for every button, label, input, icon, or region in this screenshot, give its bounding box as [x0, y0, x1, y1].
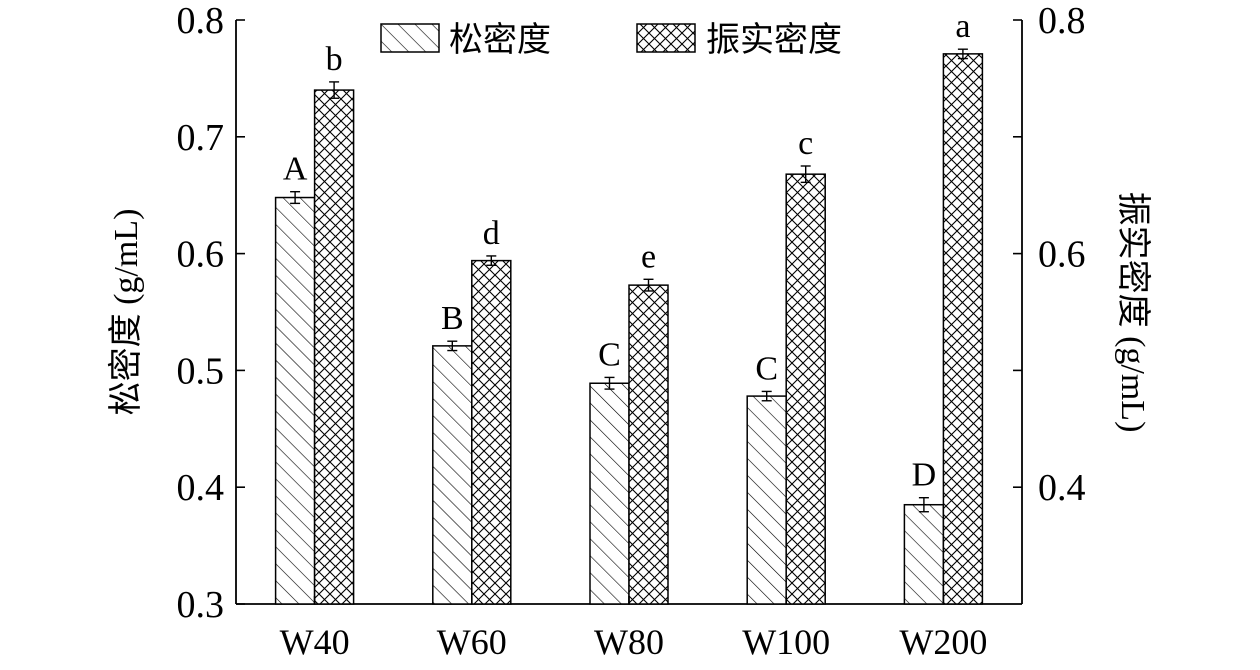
x-tick-label: W60 — [437, 622, 507, 662]
bar-bulk-density — [274, 196, 316, 605]
bar-tap-density — [471, 259, 512, 605]
significance-label: c — [798, 125, 813, 162]
y-axis-label-left: 松密度 (g/mL) — [107, 209, 145, 416]
x-tick-label: W40 — [280, 622, 350, 662]
y-tick-label-right: 0.4 — [1038, 467, 1086, 509]
x-tick-label: W200 — [899, 622, 987, 662]
legend-swatch-bulk-density — [380, 23, 440, 53]
significance-label: C — [598, 336, 621, 373]
y-tick-label-left: 0.8 — [177, 0, 225, 42]
y-tick-label-left: 0.6 — [177, 234, 225, 276]
bar-bulk-density — [903, 503, 945, 605]
bar-tap-density — [785, 173, 826, 605]
y-tick-label-left: 0.7 — [177, 117, 225, 159]
significance-label: e — [641, 238, 656, 275]
bar-bulk-density — [589, 382, 630, 605]
x-tick-label: W100 — [742, 622, 830, 662]
legend-label-bulk-density: 松密度 — [449, 21, 551, 59]
y-tick-label-left: 0.5 — [177, 350, 225, 392]
significance-label: A — [283, 151, 308, 188]
y-tick-label-left: 0.3 — [177, 584, 225, 626]
bar-tap-density — [942, 53, 984, 605]
y-tick-label-right: 0.8 — [1038, 0, 1086, 42]
y-tick-label-right: 0.6 — [1038, 234, 1086, 276]
bar-bulk-density — [746, 395, 787, 605]
legend: 松密度 振实密度 — [380, 21, 842, 59]
bar-bulk-density — [432, 345, 473, 605]
significance-label: C — [755, 350, 778, 387]
bar-tap-density — [628, 284, 669, 605]
significance-label: d — [483, 215, 500, 252]
bar-tap-density — [313, 89, 355, 605]
y-axis-label-right: 振实密度 (g/mL) — [1114, 192, 1152, 433]
legend-swatch-tap-density — [636, 23, 696, 53]
significance-label: a — [955, 8, 970, 45]
y-tick-label-left: 0.4 — [177, 467, 225, 509]
significance-label: D — [912, 457, 937, 494]
legend-label-tap-density: 振实密度 — [706, 21, 842, 59]
significance-label: B — [441, 300, 464, 337]
significance-label: b — [326, 41, 343, 78]
x-tick-label: W80 — [594, 622, 664, 662]
plot-area: 0.3 0.4 0.5 0.6 0.7 0.8 0.4 0.6 0.8 Ab W40 Bd W60 Ce W… — [177, 0, 1086, 662]
